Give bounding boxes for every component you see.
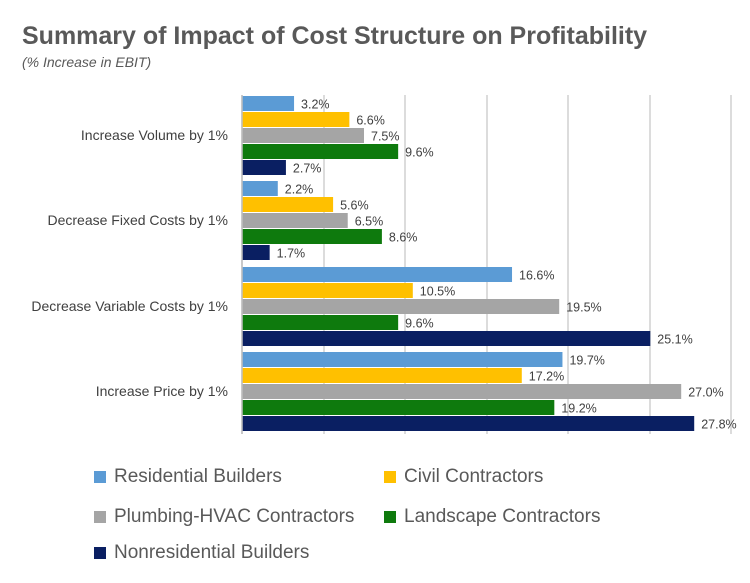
bar <box>242 416 695 431</box>
bar <box>242 299 560 314</box>
bar <box>242 197 334 212</box>
bar-value-label: 7.5% <box>371 130 400 144</box>
bar <box>242 96 295 111</box>
legend-swatch <box>94 511 106 523</box>
bar-value-label: 2.7% <box>293 162 322 176</box>
bar-value-label: 6.5% <box>355 215 384 229</box>
chart-title: Summary of Impact of Cost Structure on P… <box>22 22 648 50</box>
bar <box>242 128 364 143</box>
bar-value-label: 9.6% <box>405 317 434 331</box>
bar <box>242 213 348 228</box>
legend-swatch <box>94 547 106 559</box>
bar <box>242 368 522 383</box>
legend-label: Civil Contractors <box>404 466 544 487</box>
category-label: Increase Volume by 1% <box>81 127 228 143</box>
legend-swatch <box>384 511 396 523</box>
legend-swatch <box>384 471 396 483</box>
bar <box>242 315 399 330</box>
legend-item-residential-builders: Residential Builders <box>94 465 282 489</box>
category-label: Increase Price by 1% <box>96 383 228 399</box>
category-label: Decrease Variable Costs by 1% <box>31 298 228 314</box>
bar-value-label: 19.5% <box>566 301 601 315</box>
bar <box>242 112 350 127</box>
bar <box>242 331 651 346</box>
bar <box>242 229 382 244</box>
legend-item-plumbing-hvac-contractors: Plumbing-HVAC Contractors <box>94 505 354 529</box>
legend-label: Landscape Contractors <box>404 506 601 527</box>
bar-value-label: 9.6% <box>405 146 434 160</box>
bar <box>242 245 270 260</box>
legend-swatch <box>94 471 106 483</box>
bar <box>242 181 278 196</box>
chart-subtitle: (% Increase in EBIT) <box>22 54 152 70</box>
bar-value-label: 8.6% <box>389 231 418 245</box>
bar <box>242 160 286 175</box>
bar <box>242 400 555 415</box>
bar-value-label: 5.6% <box>340 199 369 213</box>
bar-value-label: 6.6% <box>356 114 385 128</box>
bar <box>242 352 563 367</box>
bar <box>242 283 413 298</box>
legend-item-nonresidential-builders: Nonresidential Builders <box>94 541 309 565</box>
bar-value-label: 25.1% <box>657 333 692 347</box>
legend-label: Nonresidential Builders <box>114 542 310 563</box>
bar-value-label: 1.7% <box>277 247 306 261</box>
legend-item-civil-contractors: Civil Contractors <box>384 465 543 489</box>
bar-value-label: 16.6% <box>519 269 554 283</box>
bar-value-label: 3.2% <box>301 98 330 112</box>
bar-value-label: 27.8% <box>701 418 736 432</box>
bar-value-label: 2.2% <box>285 183 314 197</box>
legend-item-landscape-contractors: Landscape Contractors <box>384 505 600 529</box>
bar <box>242 384 682 399</box>
bar-value-label: 19.2% <box>561 402 596 416</box>
bar-value-label: 10.5% <box>420 285 455 299</box>
legend-label: Residential Builders <box>114 466 282 487</box>
bar-value-label: 27.0% <box>688 386 723 400</box>
bar <box>242 267 513 282</box>
category-label: Decrease Fixed Costs by 1% <box>47 212 228 228</box>
bar-value-label: 19.7% <box>569 354 604 368</box>
bar-value-label: 17.2% <box>529 370 564 384</box>
legend-label: Plumbing-HVAC Contractors <box>114 506 355 527</box>
bar <box>242 144 399 159</box>
